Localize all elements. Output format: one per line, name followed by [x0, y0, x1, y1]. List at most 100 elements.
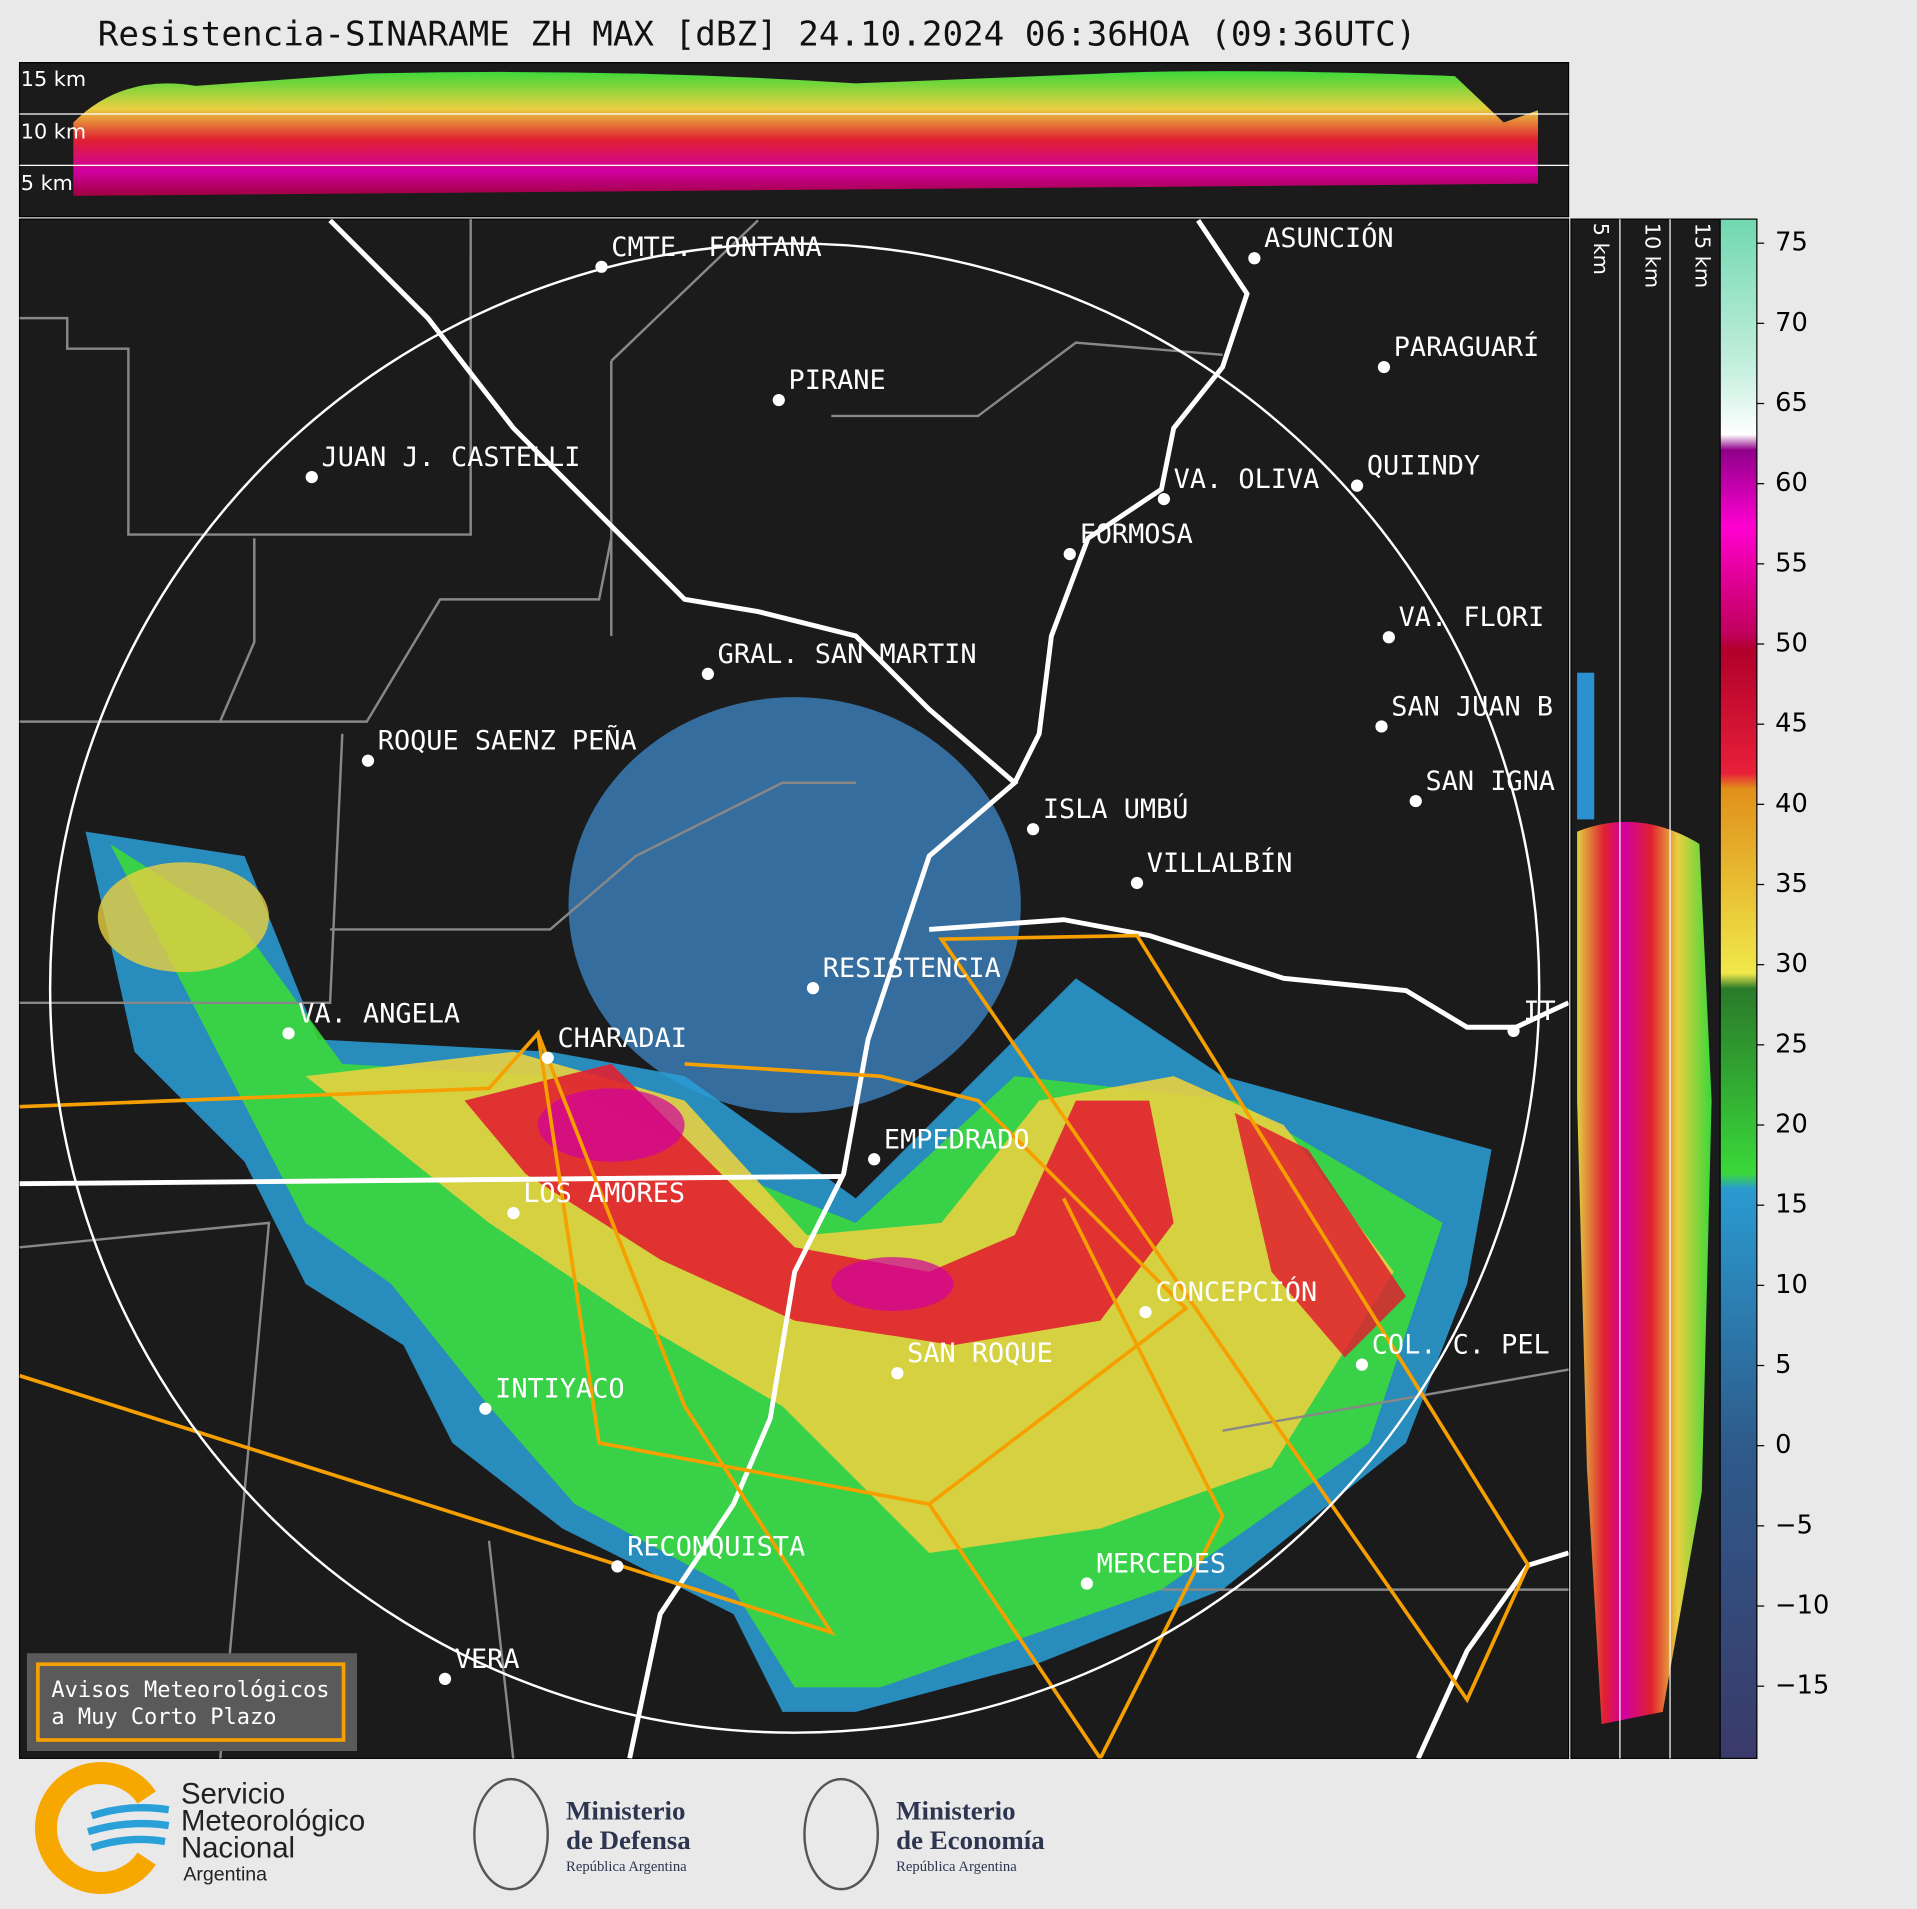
place-dot [361, 754, 375, 767]
colorbar-tick-label: 65 [1775, 388, 1808, 418]
place-dot [1130, 876, 1144, 890]
map-layers [19, 219, 1569, 1759]
place-label: RECONQUISTA [627, 1531, 805, 1562]
place-label: FORMOSA [1080, 519, 1193, 550]
colorbar-tick-label: 25 [1775, 1029, 1808, 1059]
place-dot [595, 260, 608, 273]
places: CMTE. FONTANA PIRANE JUAN J. CASTELLI ASUNC… [282, 222, 1556, 1685]
place-dot [1375, 720, 1388, 733]
colorbar-tick-label: −10 [1775, 1591, 1829, 1621]
logo-text: Meteorológico [181, 1804, 365, 1837]
colorbar-tick-label: 70 [1775, 308, 1808, 338]
place-label: PARAGUARÍ [1394, 331, 1540, 363]
crest [803, 1777, 880, 1891]
place-dot [1355, 1358, 1369, 1371]
place-dot [1507, 1024, 1520, 1038]
place-label: ROQUE SAENZ PEÑA [378, 725, 637, 757]
place-label: EMPEDRADO [884, 1124, 1030, 1155]
place-dot [305, 470, 318, 484]
range-ring [48, 242, 1541, 1734]
colorbar-tick-label: 40 [1775, 789, 1808, 819]
colorbar-tick-label: 10 [1775, 1270, 1808, 1300]
place-dot [1382, 631, 1395, 644]
place-dot [806, 982, 820, 995]
colorbar-tick-label: 45 [1775, 709, 1808, 739]
logo-text: Servicio [181, 1778, 285, 1811]
logo-text: República Argentina [896, 1859, 1017, 1875]
place-dot [1139, 1305, 1152, 1319]
logo-text: de Economía [896, 1825, 1045, 1855]
place-dot [1350, 479, 1364, 492]
place-dot [282, 1027, 295, 1040]
logo-text: República Argentina [566, 1859, 687, 1875]
place-label: JUAN J. CASTELLI [322, 442, 581, 473]
rivers [19, 219, 1569, 1759]
place-label: VILLALBÍN [1147, 847, 1293, 879]
colorbar-tick-label: 75 [1775, 228, 1808, 258]
crest [473, 1777, 549, 1891]
height-label: 5 km [1589, 223, 1613, 275]
height-label: 5 km [21, 171, 73, 195]
place-dot [772, 393, 785, 407]
logo-text: Ministerio [566, 1795, 685, 1825]
place-label: VA. OLIVA [1174, 464, 1320, 495]
colorbar-tick-label: 20 [1775, 1110, 1808, 1140]
place-label: CMTE. FONTANA [611, 232, 821, 263]
place-dot [1409, 794, 1422, 808]
place-label: LOS AMORES [523, 1178, 685, 1209]
colorbar-tick-label: 55 [1775, 548, 1808, 578]
logo-text: Ministerio [896, 1795, 1015, 1825]
place-label: COL. C. PEL [1372, 1330, 1550, 1361]
echo [568, 697, 1021, 1113]
colorbar-tick-label: 15 [1775, 1190, 1808, 1220]
place-dot [891, 1367, 904, 1380]
height-label: 10 km [21, 119, 86, 143]
echo [537, 1088, 685, 1162]
place-dot [701, 667, 714, 681]
place-label: QUIINDY [1367, 451, 1480, 482]
side-echo [1577, 672, 1595, 820]
place-dot [479, 1402, 492, 1415]
place-dot [868, 1153, 881, 1166]
place-dot [1248, 252, 1261, 265]
colorbar-tick-label: 5 [1775, 1350, 1791, 1380]
place-label: ISLA UMBÚ [1043, 793, 1189, 825]
place-label: VA. FLORI [1399, 602, 1545, 633]
place-label: VERA [455, 1644, 520, 1675]
top-echo [73, 71, 1539, 196]
height-label: 15 km [21, 67, 86, 91]
colorbar-tick-label: 30 [1775, 949, 1808, 979]
smn-text: Servicio Meteorológico Nacional Argentin… [181, 1778, 365, 1886]
colorbar-tick-label: −15 [1775, 1671, 1829, 1701]
place-label: MERCEDES [1097, 1549, 1226, 1580]
legend-text: a Muy Corto Plazo [51, 1705, 276, 1730]
colorbar-tick-label: −5 [1775, 1510, 1813, 1540]
logo-text: Nacional [181, 1831, 295, 1864]
boundaries [19, 219, 1569, 1759]
side-echo [1577, 821, 1712, 1725]
place-dot [1377, 360, 1391, 374]
logo-text: Argentina [183, 1864, 267, 1886]
height-label: 10 km [1641, 223, 1665, 288]
place-label: CHARADAI [557, 1023, 686, 1054]
place-label: GRAL. SAN MARTIN [718, 639, 977, 670]
place-dot [1157, 492, 1171, 506]
place-label: CONCEPCIÓN [1155, 1276, 1317, 1308]
warnings [19, 933, 1531, 1759]
logo-text: de Defensa [566, 1825, 691, 1855]
place-label: SAN JUAN B [1391, 691, 1553, 722]
place-label: INTIYACO [495, 1374, 624, 1405]
place-dot [1063, 547, 1076, 561]
colorbar-tick-label: 35 [1775, 869, 1808, 899]
place-label: SAN ROQUE [907, 1338, 1053, 1369]
echo [97, 862, 269, 973]
legend [26, 1653, 357, 1752]
place-label: ASUNCIÓN [1264, 222, 1393, 254]
place-label: IT [1523, 996, 1555, 1027]
place-dot [1026, 823, 1040, 836]
place-label: RESISTENCIA [823, 953, 1001, 984]
colorbar-tick-label: 60 [1775, 468, 1808, 498]
